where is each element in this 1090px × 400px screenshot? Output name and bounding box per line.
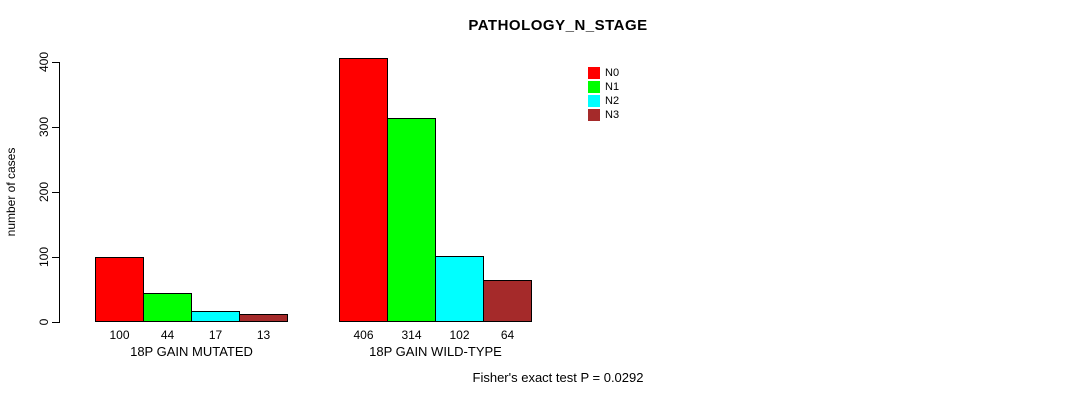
legend-label: N1	[605, 81, 620, 93]
legend-label: N2	[605, 95, 620, 107]
bar-n3-group2	[483, 280, 532, 322]
legend-swatch	[588, 109, 600, 121]
bar-n1-group1	[143, 293, 192, 322]
legend-item: N2	[588, 94, 619, 108]
group-label: 18P GAIN MUTATED	[130, 344, 253, 359]
y-axis-tick	[52, 62, 59, 63]
bar-n3-group1	[239, 313, 288, 322]
bar-value-label: 13	[256, 328, 271, 342]
legend-item: N0	[588, 66, 619, 80]
y-axis-tick-label: 400	[37, 51, 51, 73]
bar-n0-group2	[339, 58, 388, 322]
stats-footer: Fisher's exact test P = 0.0292	[472, 370, 644, 385]
y-axis-tick-label: 300	[37, 116, 51, 138]
y-axis-tick-label: 200	[37, 181, 51, 203]
bar-value-label: 406	[353, 328, 374, 342]
group-label: 18P GAIN WILD-TYPE	[369, 344, 502, 359]
legend-item: N3	[588, 108, 619, 122]
legend-label: N3	[605, 109, 620, 121]
y-axis-tick-label: 100	[37, 246, 51, 268]
y-axis-title: number of cases	[4, 147, 18, 237]
bar-value-label: 314	[401, 328, 422, 342]
bar-value-label: 64	[500, 328, 515, 342]
legend-swatch	[588, 67, 600, 79]
legend-item: N1	[588, 80, 619, 94]
chart-title: PATHOLOGY_N_STAGE	[468, 17, 648, 34]
bar-n2-group1	[191, 310, 240, 322]
bar-value-label: 100	[109, 328, 130, 342]
y-axis-line	[59, 62, 60, 323]
legend-label: N0	[605, 67, 620, 79]
y-axis-tick-label: 0	[37, 318, 51, 326]
legend: N0 N1 N2 N3	[588, 66, 619, 122]
bar-n0-group1	[95, 257, 144, 322]
y-axis-tick	[52, 192, 59, 193]
y-axis-tick	[52, 322, 59, 323]
legend-swatch	[588, 95, 600, 107]
y-axis-tick	[52, 257, 59, 258]
bar-value-label: 102	[449, 328, 470, 342]
bar-value-label: 44	[160, 328, 175, 342]
bar-value-label: 17	[208, 328, 223, 342]
legend-swatch	[588, 81, 600, 93]
bar-n2-group2	[435, 255, 484, 322]
bar-n1-group2	[387, 117, 436, 322]
y-axis-tick	[52, 127, 59, 128]
